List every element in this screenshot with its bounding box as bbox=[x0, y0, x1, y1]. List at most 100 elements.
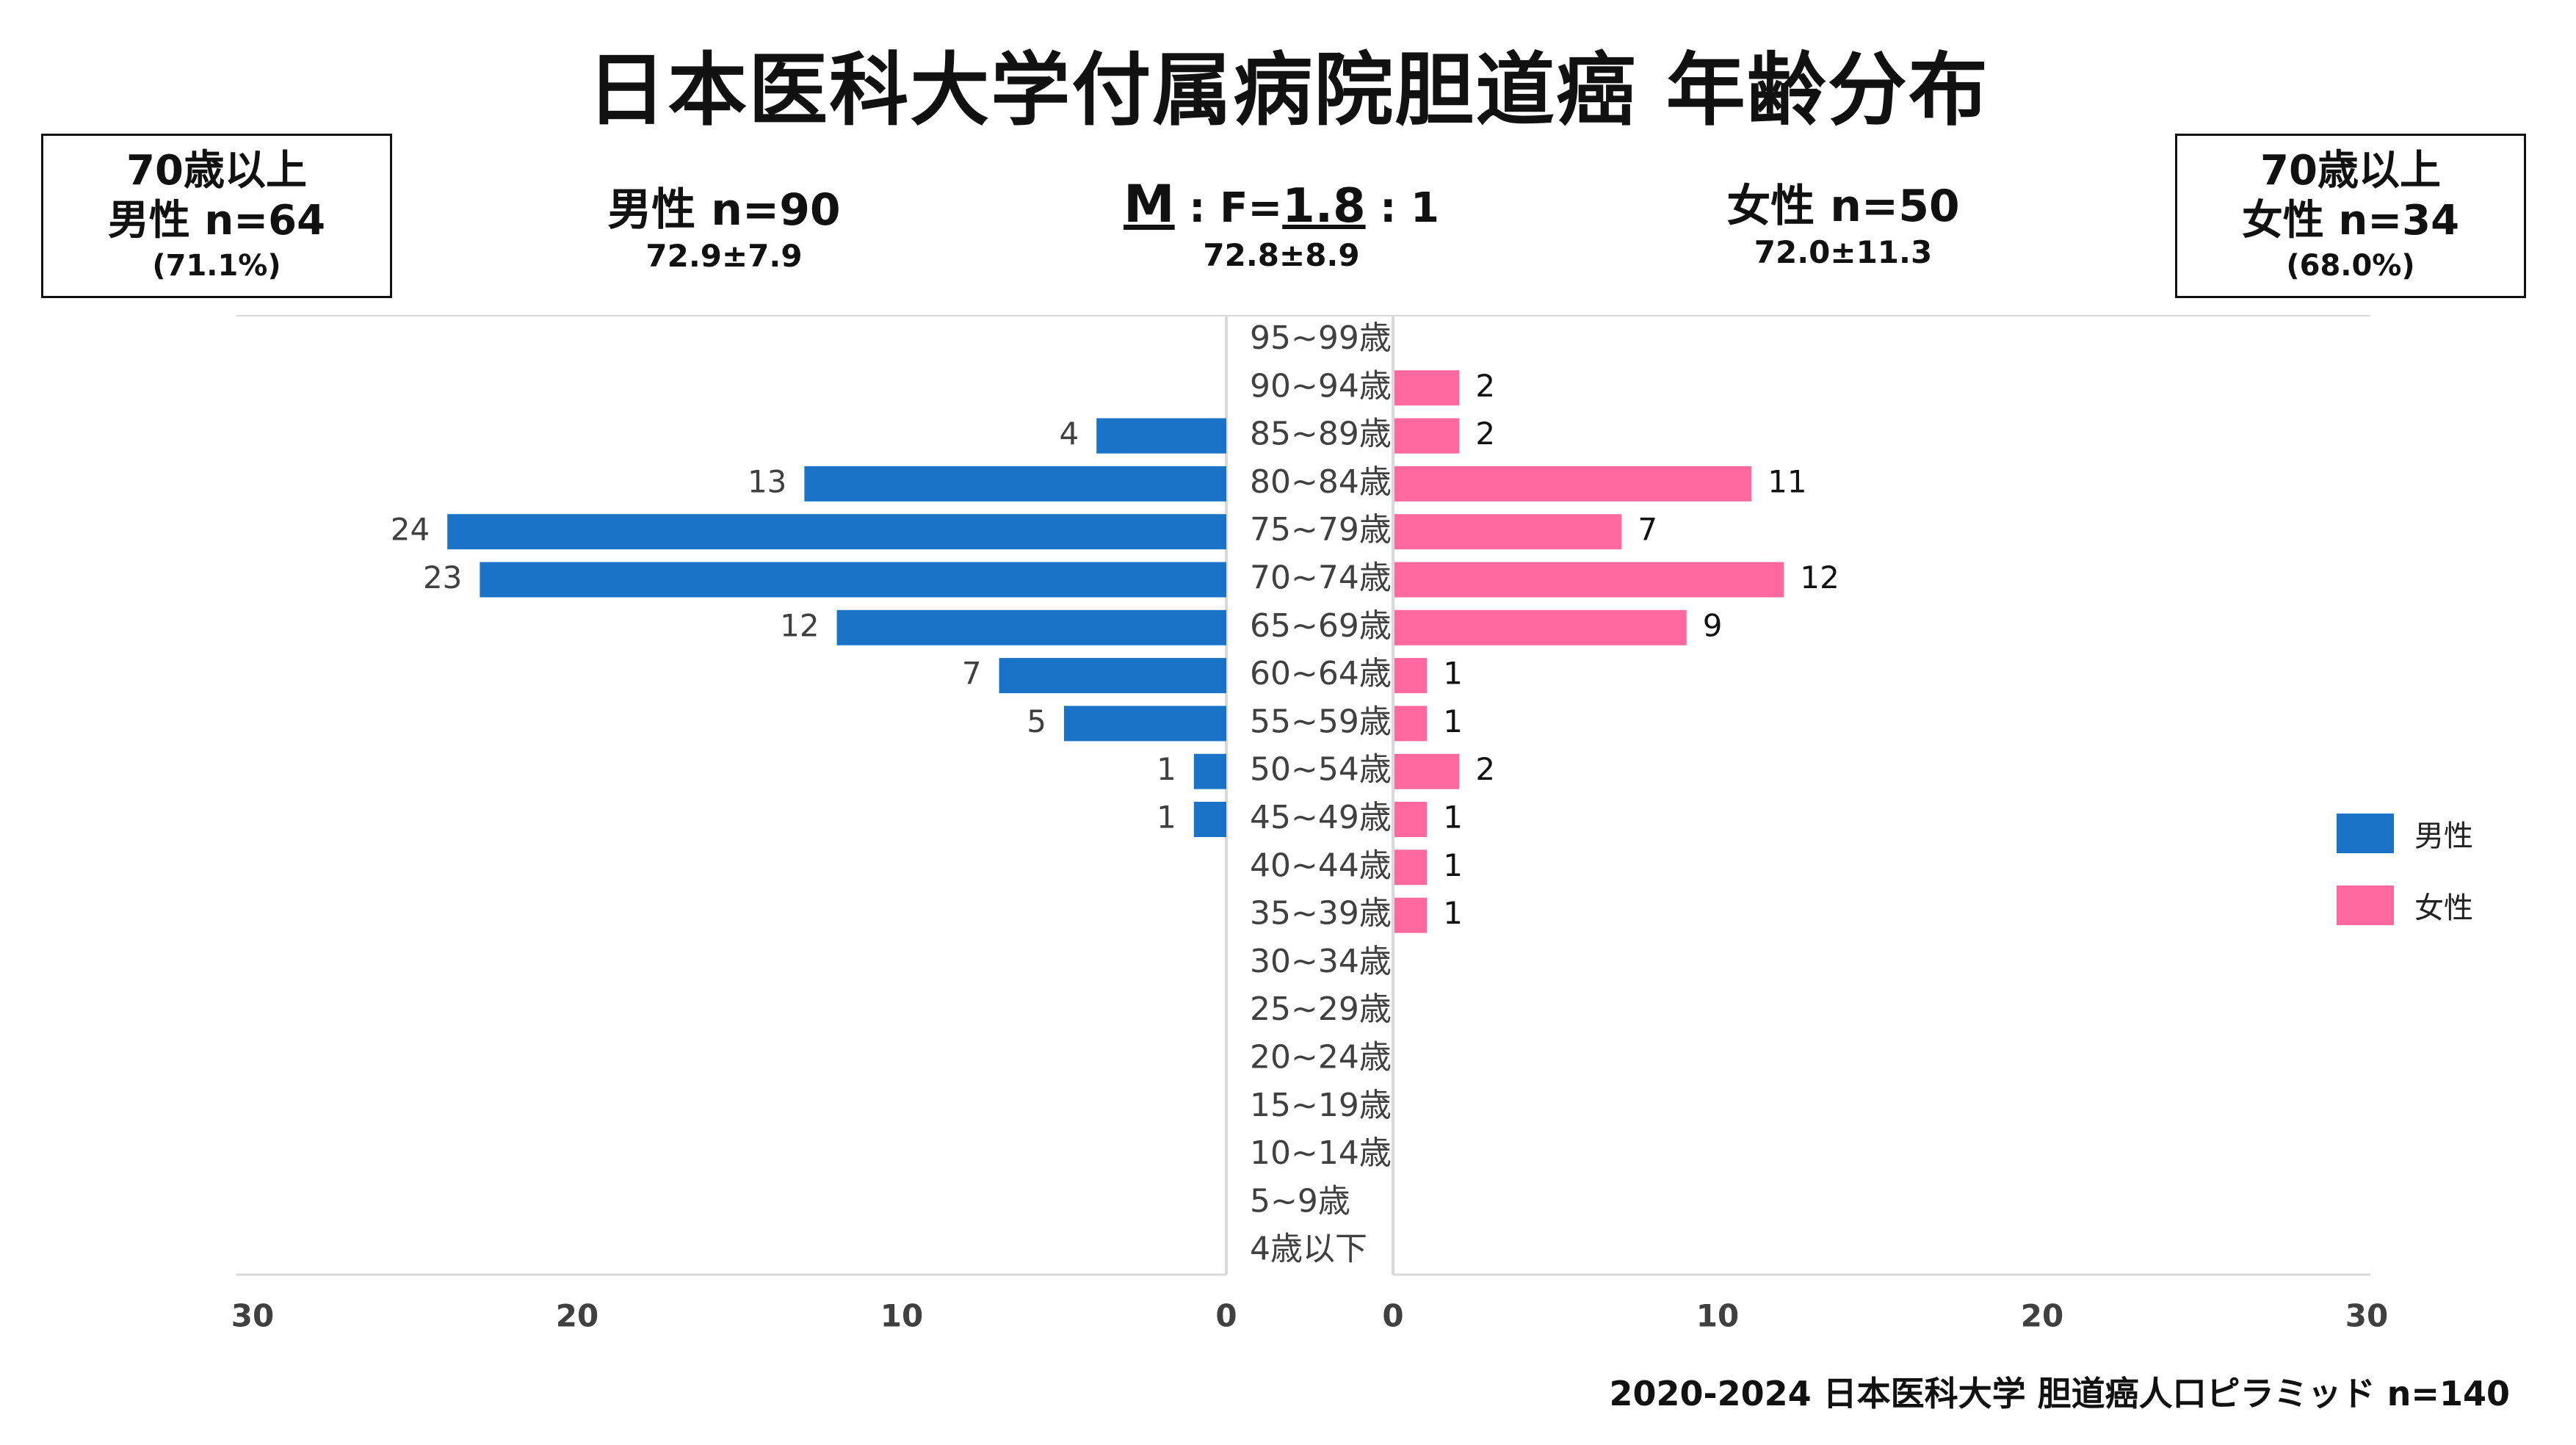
male-data-label: 24 bbox=[391, 512, 430, 548]
male-stat: 男性 n=90 72.9±7.9 bbox=[489, 184, 959, 276]
age-group-label: 10~14歳 bbox=[1250, 1134, 1392, 1172]
male-bar bbox=[1064, 706, 1226, 742]
female-x-tick-label: 20 bbox=[2021, 1298, 2063, 1334]
male-data-label: 23 bbox=[423, 559, 462, 595]
female-data-label: 1 bbox=[1443, 800, 1463, 836]
female-over70-box: 70歳以上 女性 n=34 (68.0%) bbox=[2175, 134, 2526, 298]
age-group-label: 30~34歳 bbox=[1250, 943, 1392, 980]
age-group-label: 25~29歳 bbox=[1250, 991, 1392, 1028]
male-over70-line3: (71.1%) bbox=[152, 249, 281, 283]
legend-male-label: 男性 bbox=[2414, 819, 2473, 853]
age-group-label: 5~9歳 bbox=[1250, 1182, 1350, 1220]
male-x-tick-label: 10 bbox=[880, 1298, 923, 1334]
male-over70-line2: 男性 n=64 bbox=[107, 197, 326, 245]
chart-title: 日本医科大学付属病院胆道癌 年齢分布 bbox=[587, 45, 1989, 137]
age-group-label: 55~59歳 bbox=[1250, 703, 1392, 740]
ratio-sep2: : 1 bbox=[1365, 184, 1439, 232]
male-bar bbox=[447, 514, 1227, 550]
female-data-label: 2 bbox=[1475, 751, 1495, 787]
male-bar bbox=[836, 609, 1226, 645]
female-data-label: 9 bbox=[1703, 607, 1723, 643]
female-bar bbox=[1394, 466, 1752, 501]
age-group-label: 70~74歳 bbox=[1250, 559, 1392, 597]
female-bar bbox=[1394, 850, 1428, 886]
sex-ratio: M : F=1.8 : 1 72.8±8.9 bbox=[1046, 176, 1516, 275]
age-group-label: 35~39歳 bbox=[1250, 895, 1392, 932]
male-over70-line1: 70歳以上 bbox=[126, 147, 307, 195]
female-mean-age: 72.0±11.3 bbox=[1754, 234, 1933, 270]
legend-female: 女性 bbox=[2337, 884, 2473, 927]
female-bar bbox=[1394, 370, 1460, 406]
male-x-tick-label: 20 bbox=[556, 1298, 598, 1334]
male-bar bbox=[480, 562, 1226, 598]
female-data-label: 1 bbox=[1443, 656, 1463, 692]
age-group-label: 40~44歳 bbox=[1250, 847, 1392, 884]
female-bar bbox=[1394, 562, 1784, 598]
female-over70-line2: 女性 n=34 bbox=[2241, 197, 2460, 245]
male-data-label: 4 bbox=[1059, 416, 1079, 452]
male-x-tick-label: 30 bbox=[231, 1298, 274, 1334]
female-over70-line1: 70歳以上 bbox=[2260, 147, 2441, 195]
male-data-label: 5 bbox=[1027, 703, 1046, 739]
male-data-label: 13 bbox=[748, 463, 786, 499]
female-bar bbox=[1394, 802, 1428, 837]
female-bar bbox=[1394, 753, 1460, 789]
age-group-label: 20~24歳 bbox=[1250, 1039, 1392, 1076]
female-bar bbox=[1394, 658, 1428, 694]
age-group-label: 4歳以下 bbox=[1250, 1231, 1367, 1268]
female-x-tick-label: 10 bbox=[1696, 1298, 1739, 1334]
legend-male: 男性 bbox=[2337, 812, 2473, 855]
male-bar bbox=[999, 658, 1226, 694]
female-bar bbox=[1394, 418, 1460, 454]
female-data-label: 1 bbox=[1443, 895, 1463, 931]
age-group-label: 80~84歳 bbox=[1250, 463, 1392, 501]
age-group-label: 90~94歳 bbox=[1250, 367, 1392, 405]
age-group-label: 15~19歳 bbox=[1250, 1087, 1392, 1124]
male-bar bbox=[1096, 418, 1226, 454]
female-bar bbox=[1394, 706, 1428, 742]
female-data-label: 7 bbox=[1638, 512, 1657, 548]
sex-ratio-line: M : F=1.8 : 1 bbox=[1046, 176, 1516, 236]
female-data-label: 1 bbox=[1443, 703, 1463, 739]
female-bar bbox=[1394, 514, 1622, 550]
male-data-label: 1 bbox=[1157, 800, 1176, 836]
ratio-m: M bbox=[1124, 174, 1175, 234]
female-over70-line3: (68.0%) bbox=[2286, 249, 2415, 283]
legend-female-label: 女性 bbox=[2414, 891, 2473, 925]
female-data-label: 12 bbox=[1800, 559, 1839, 595]
ratio-value: 1.8 bbox=[1282, 179, 1366, 233]
female-stat: 女性 n=50 72.0±11.3 bbox=[1608, 180, 2078, 272]
female-x-tick-label: 0 bbox=[1382, 1298, 1403, 1334]
legend-female-swatch bbox=[2337, 886, 2394, 925]
age-group-label: 50~54歳 bbox=[1250, 751, 1392, 789]
age-group-label: 65~69歳 bbox=[1250, 607, 1392, 645]
male-data-label: 7 bbox=[962, 656, 982, 692]
female-x-tick-label: 30 bbox=[2345, 1298, 2388, 1334]
male-data-label: 12 bbox=[780, 607, 819, 643]
male-bar bbox=[804, 466, 1226, 501]
age-group-label: 85~89歳 bbox=[1250, 416, 1392, 453]
overall-mean-age: 72.8±8.9 bbox=[1203, 237, 1360, 273]
male-mean-age: 72.9±7.9 bbox=[645, 238, 803, 274]
age-group-label: 95~99歳 bbox=[1250, 319, 1392, 357]
footer-caption: 2020-2024 日本医科大学 胆道癌人口ピラミッド n=140 bbox=[1609, 1374, 2510, 1413]
female-bar bbox=[1394, 897, 1428, 933]
male-x-tick-label: 0 bbox=[1215, 1298, 1237, 1334]
age-group-label: 75~79歳 bbox=[1250, 511, 1392, 548]
female-count: 女性 n=50 bbox=[1726, 181, 1960, 232]
male-over70-box: 70歳以上 男性 n=64 (71.1%) bbox=[41, 134, 392, 298]
male-bar bbox=[1193, 753, 1226, 789]
legend-male-swatch bbox=[2337, 814, 2394, 853]
male-count: 男性 n=90 bbox=[607, 184, 841, 236]
male-data-label: 1 bbox=[1157, 751, 1176, 787]
female-data-label: 2 bbox=[1475, 368, 1495, 404]
age-group-label: 45~49歳 bbox=[1250, 799, 1392, 836]
female-bar bbox=[1394, 609, 1687, 645]
female-data-label: 2 bbox=[1475, 416, 1495, 452]
age-group-label: 60~64歳 bbox=[1250, 655, 1392, 692]
female-data-label: 1 bbox=[1443, 847, 1463, 883]
ratio-sep1: : F= bbox=[1174, 184, 1283, 232]
female-data-label: 11 bbox=[1768, 463, 1806, 499]
male-bar bbox=[1193, 802, 1226, 837]
